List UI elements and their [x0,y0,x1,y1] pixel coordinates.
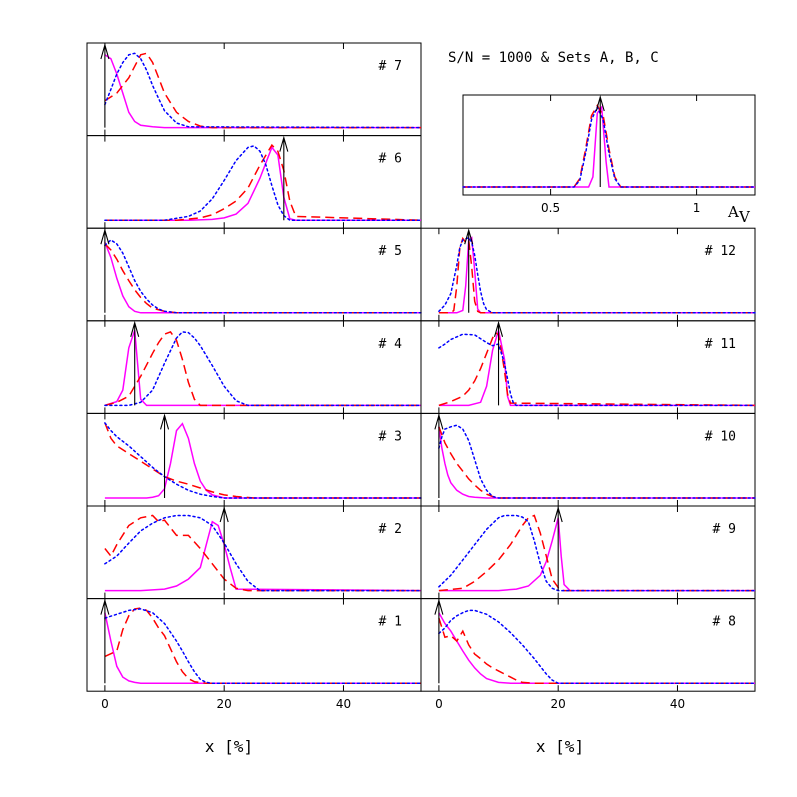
panel-frame [86,42,422,137]
series-line-B [104,422,421,499]
series-line-C [438,236,756,314]
panel-frame [86,505,422,600]
series-line-B [104,243,421,314]
panel-label: # 7 [379,59,402,74]
series-line-B [438,236,755,314]
true-value-arrow [100,228,110,313]
series-line-B [104,607,421,684]
inset-x-axis-label-subscript: V [738,208,751,226]
panel-3: # 3 [86,412,422,507]
panel-label: # 3 [379,429,402,444]
inset-x-axis-label: A [727,203,739,221]
panel-frame [420,598,756,692]
series-line-B [104,514,421,592]
series-line-C [438,424,756,499]
true-value-arrow [434,598,444,684]
true-value-arrow [553,505,563,591]
series-line-A [104,145,421,221]
panel-4: # 4 [86,320,422,414]
panel-8: 0 20 40 # 8 [420,598,756,711]
true-value-arrow [464,228,474,313]
series-line-B [104,52,421,129]
panel-label: # 11 [705,337,736,352]
panel-label: # 8 [713,615,736,630]
series-line-A [438,612,755,684]
panel-label: # 5 [379,244,402,259]
series-line-A [104,330,421,407]
series-line-C [104,145,422,221]
x-tick-label: 20 [551,697,566,711]
series-line-A [438,517,755,592]
figure-title: S/N = 1000 & Sets A, B, C [448,50,659,66]
series-line-A [438,426,755,499]
panel-inset-av: 0.5 1 A V [462,94,756,226]
series-line-C [438,514,756,592]
series-line-C [104,608,422,684]
series-line-B [438,514,755,592]
panel-frame [462,94,756,196]
panel-9: # 9 [420,505,756,600]
true-value-arrow [219,505,229,591]
panel-6: # 6 [86,135,422,229]
panel-7: # 7 [86,42,422,137]
true-value-arrow [434,413,444,498]
panel-10: # 10 [420,412,756,507]
series-line-B [463,104,755,188]
panel-2: # 2 [86,505,422,600]
series-line-B [104,143,422,221]
x-axis-label-left: x [%] [205,737,253,756]
panel-1: 0 20 40 # 1 [86,598,422,711]
panel-label: # 12 [705,244,736,259]
panel-label: # 10 [705,429,736,444]
series-line-C [104,422,422,499]
panel-label: # 1 [379,615,402,630]
true-value-arrow [100,42,110,128]
panel-frame [420,412,756,507]
inset-layer: 0.5 1 A V [462,94,756,226]
panel-frame [86,598,422,692]
series-line-C [104,239,422,314]
series-line-A [104,520,422,592]
panel-11: # 11 [420,320,756,414]
true-value-arrow [100,598,110,684]
panel-label: # 4 [379,337,403,352]
panel-frame [86,135,422,229]
series-line-C [438,333,756,407]
series-line-A [104,54,421,129]
true-value-arrow [130,320,140,406]
panel-5: # 5 [86,227,422,322]
series-line-A [104,612,421,684]
series-line-A [104,422,421,499]
panel-12: # 12 [420,227,756,322]
series-line-B [438,331,756,407]
series-line-B [438,617,755,684]
true-value-arrow [595,94,605,187]
series-line-C [104,331,422,407]
panel-label: # 6 [379,152,402,167]
panel-label: # 9 [713,522,736,537]
series-line-C [104,52,422,129]
panel-frame [420,505,756,600]
series-line-B [104,330,421,407]
panel-frame [86,320,422,414]
panel-frame [420,227,756,322]
x-tick-label: 0 [101,697,109,711]
series-line-C [438,609,756,684]
x-tick-label: 1 [693,201,701,215]
x-tick-label: 0.5 [541,201,560,215]
panels-layer: # 7 # 6 # 5 # 4 # 3 # 2 0 20 40 # 1 # 12 # 11 # 10 # … [86,42,756,711]
series-line-A [104,242,421,314]
true-value-arrow [279,135,289,221]
x-tick-label: 0 [435,697,443,711]
x-tick-label: 40 [670,697,685,711]
true-value-arrow [160,413,170,498]
x-tick-label: 40 [336,697,351,711]
true-value-arrow [494,320,504,406]
x-axis-label-right: x [%] [536,737,584,756]
x-tick-label: 20 [217,697,232,711]
series-line-C [104,514,422,592]
panel-label: # 2 [379,522,402,537]
panel-frame [86,227,422,322]
